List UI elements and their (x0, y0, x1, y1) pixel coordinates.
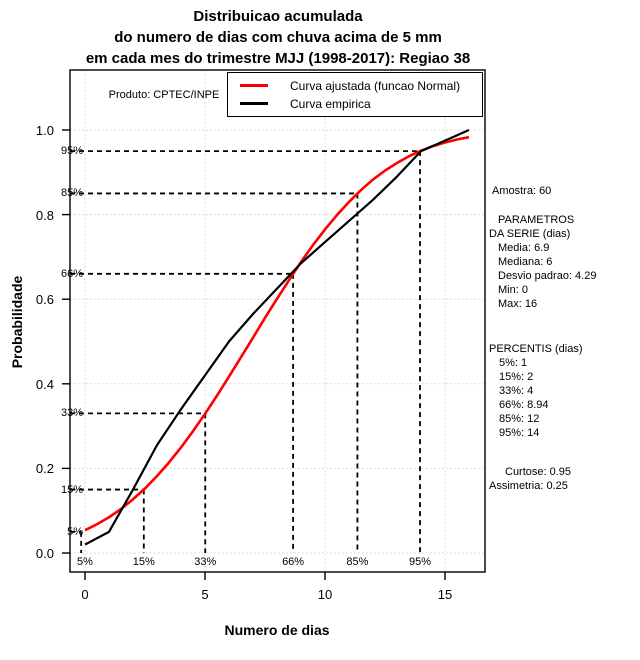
stats-line: Curtose: 0.95 (505, 466, 572, 478)
x-axis-title: Numero de dias (224, 622, 330, 638)
y-tick-label: 1.0 (35, 123, 54, 138)
stats-block: PERCENTIS (dias) 5%: 1 15%: 2 33%: 4 66%: 8.… (488, 342, 638, 440)
y-tick-label: 0.6 (35, 292, 54, 308)
stats-line: PARAMETROS (498, 214, 575, 226)
legend-entry-label: Curva ajustada (funcao Normal) (290, 78, 461, 93)
percentile-y-label: 15% (60, 483, 83, 496)
stats-line: PERCENTIS (dias) (489, 343, 583, 355)
y-axis-title: Probabilidade (9, 275, 25, 369)
percentile-y-label: 33% (60, 407, 83, 420)
y-tick-label: 0.8 (35, 207, 54, 223)
stats-line: Media: 6.9 (498, 242, 550, 254)
chart-title: Distribuicao acumulada do numero de dias… (63, 6, 493, 69)
stats-block: Curtose: 0.95 Assimetria: 0.25 (488, 465, 638, 493)
fitted-normal-curve (84, 135, 470, 532)
legend-line-sample (240, 84, 268, 87)
percentile-x-label: 15% (132, 556, 155, 568)
empirical-curve (84, 128, 470, 546)
stats-line: Assimetria: 0.25 (489, 480, 568, 492)
percentile-y-label: 5% (67, 525, 83, 538)
stats-line: DA SERIE (dias) (489, 228, 571, 240)
stats-line: Max: 16 (498, 298, 538, 310)
stats-line: Desvio padrao: 4.29 (498, 270, 597, 282)
legend-box: Curva ajustada (funcao Normal) Curva empi… (227, 72, 483, 117)
stats-line: 5%: 1 (499, 357, 528, 369)
legend-entry: Curva ajustada (funcao Normal) (240, 78, 482, 94)
percentile-y-label: 95% (60, 145, 83, 158)
stats-line: 85%: 12 (499, 413, 540, 425)
percentile-x-label: 66% (282, 556, 305, 568)
stats-block: Amostra: 60 (488, 184, 638, 198)
x-tick-label: 5 (201, 587, 209, 602)
percentile-x-label: 33% (194, 556, 217, 568)
plot-border (69, 69, 486, 573)
legend-line-sample (240, 102, 268, 105)
stats-line: 33%: 4 (499, 385, 534, 397)
chart-title-line-2: do numero de dias com chuva acima de 5 m… (114, 29, 442, 46)
stats-line: 95%: 14 (499, 427, 540, 439)
stats-line: Mediana: 6 (498, 256, 553, 268)
stats-block: PARAMETROS DA SERIE (dias) Media: 6.9 Media… (488, 213, 638, 311)
x-tick-label: 10 (317, 587, 333, 602)
stats-line: 15%: 2 (499, 371, 534, 383)
percentile-y-label: 66% (60, 267, 83, 280)
x-tick-label: 0 (81, 587, 89, 602)
percentile-x-label: 5% (77, 556, 93, 568)
x-tick-label: 15 (437, 587, 453, 602)
percentile-y-label: 85% (60, 187, 83, 200)
y-tick-label: 0.0 (35, 546, 54, 561)
legend-entry: Curva empirica (240, 96, 482, 112)
stats-line: Min: 0 (498, 284, 528, 296)
legend-entry-label: Curva empirica (290, 96, 371, 111)
chart-title-line-1: Distribuicao acumulada (193, 8, 363, 25)
product-label: Produto: CPTEC/INPE (108, 89, 220, 101)
stats-line: Amostra: 60 (492, 185, 552, 197)
percentile-x-label: 85% (346, 556, 369, 568)
y-tick-label: 0.2 (35, 461, 54, 477)
stats-line: 66%: 8.94 (499, 399, 549, 411)
y-tick-label: 0.4 (35, 376, 54, 392)
chart-title-line-3: em cada mes do trimestre MJJ (1998-2017)… (85, 50, 471, 67)
percentile-x-label: 95% (409, 556, 432, 568)
